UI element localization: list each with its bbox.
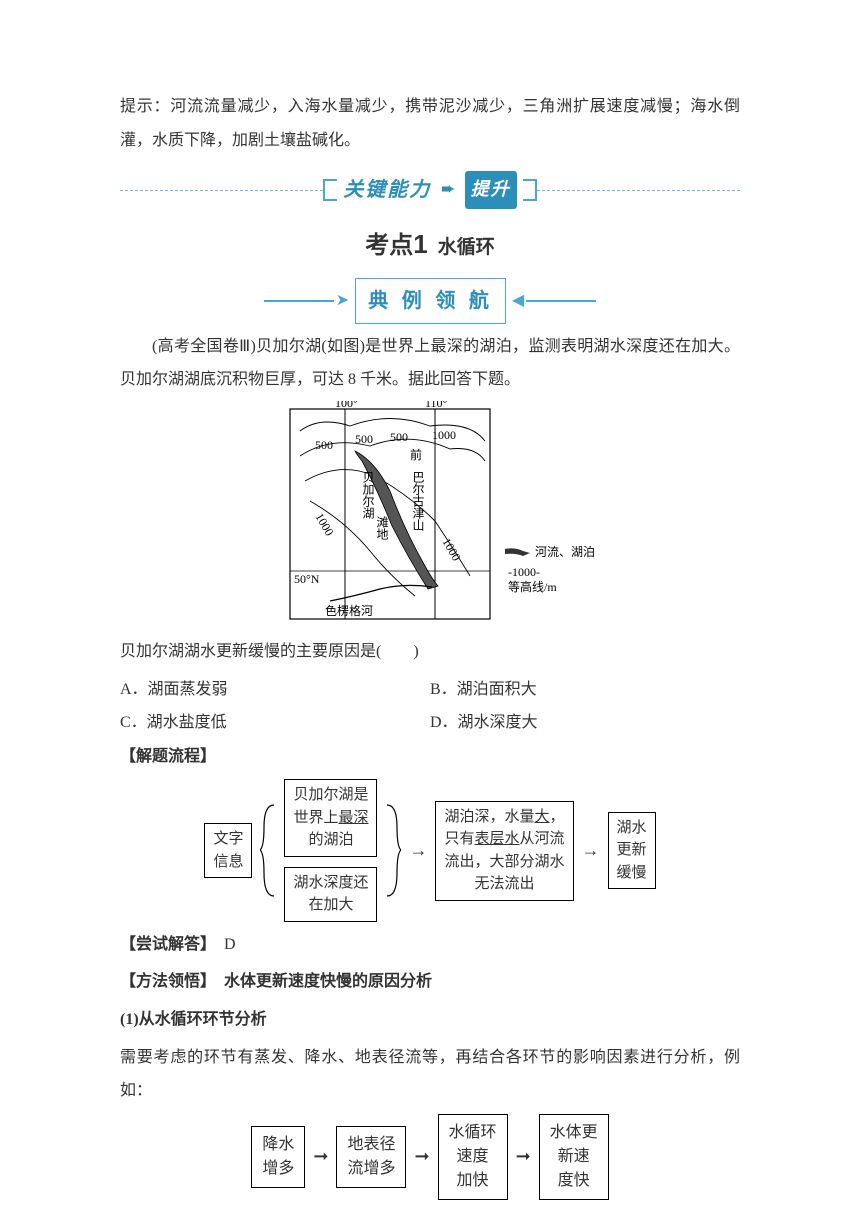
triangle-right-icon: ➤ — [336, 284, 349, 318]
banner-dash-left — [120, 190, 323, 191]
svg-text:等高线/m: 等高线/m — [508, 579, 557, 594]
hint-label: 提示： — [120, 98, 170, 115]
kaodian-prefix: 考点 — [365, 232, 413, 259]
svg-text:500: 500 — [390, 430, 408, 444]
svg-text:1000: 1000 — [312, 510, 336, 538]
kaodian-heading: 考点1 水循环 — [120, 217, 740, 272]
sub-line-right — [526, 300, 596, 302]
question-stem1: (高考全国卷Ⅲ)贝加尔湖(如图)是世界上最深的湖泊，监测表明湖水深度还在加大。贝… — [120, 330, 740, 397]
try-answer-line: 【尝试解答】 D — [120, 928, 740, 962]
bracket-right-icon — [523, 179, 537, 201]
section1-text: 需要考虑的环节有蒸发、降水、地表径流等，再结合各环节的影响因素进行分析，例如： — [120, 1041, 740, 1108]
hint-paragraph: 提示：河流流量减少，入海水量减少，携带泥沙减少，三角洲扩展速度减慢；海水倒灌，水… — [120, 90, 740, 157]
arrow-icon: ➞ — [313, 1138, 328, 1176]
brace-left-icon — [260, 803, 276, 898]
option-d: D．湖水深度大 — [430, 706, 740, 740]
flow1-col-middle1: 贝加尔湖是 世界上最深 的湖泊 湖水深度还在加大 — [284, 779, 377, 922]
banner-dash-right — [537, 190, 740, 191]
flow1-right-box: 湖水 更新 缓慢 — [608, 812, 656, 890]
sub-banner-text: 典 例 领 航 — [368, 290, 493, 312]
triangle-left-icon: ◀ — [512, 284, 524, 318]
example-banner: ➤ 典 例 领 航 ◀ — [120, 278, 740, 324]
try-answer: D — [224, 936, 236, 953]
method-head: 【方法领悟】 — [120, 973, 208, 990]
arrow-right-icon: ➨ — [441, 173, 454, 207]
question-source: (高考全国卷Ⅲ) — [152, 338, 256, 355]
flow2-box3: 水循环 速度 加快 — [438, 1114, 508, 1200]
flow-diagram-2: 降水 增多 ➞ 地表径 流增多 ➞ 水循环 速度 加快 ➞ 水体更 新速 度快 — [120, 1114, 740, 1200]
method-line: 【方法领悟】 水体更新速度快慢的原因分析 — [120, 965, 740, 999]
question-stem2: 贝加尔湖湖水更新缓慢的主要原因是( ) — [120, 635, 740, 669]
svg-text:河流、湖泊: 河流、湖泊 — [535, 544, 595, 559]
flow1-box1: 贝加尔湖是 世界上最深 的湖泊 — [284, 779, 377, 857]
option-a: A．湖面蒸发弱 — [120, 673, 430, 707]
arrow-icon: → — [409, 832, 427, 870]
svg-text:110°: 110° — [425, 401, 448, 410]
svg-text:100°: 100° — [335, 401, 358, 410]
svg-text:50°N: 50°N — [294, 572, 320, 586]
arrow-icon: → — [582, 832, 600, 870]
flow2-box1: 降水 增多 — [251, 1126, 305, 1188]
key-ability-banner: 关键能力 ➨ 提升 — [120, 169, 740, 211]
flow-diagram-1: 文字 信息 贝加尔湖是 世界上最深 的湖泊 湖水深度还在加大 → 湖泊深，水量大… — [120, 779, 740, 922]
option-c: C．湖水盐度低 — [120, 706, 430, 740]
method-title: 水体更新速度快慢的原因分析 — [224, 973, 432, 990]
bracket-left-icon — [323, 179, 337, 201]
svg-text:1000: 1000 — [432, 428, 456, 442]
svg-text:滩地: 滩地 — [375, 516, 389, 540]
options-grid: A．湖面蒸发弱 B．湖泊面积大 C．湖水盐度低 D．湖水深度大 — [120, 673, 740, 740]
try-head: 【尝试解答】 — [120, 936, 208, 953]
banner-center: 关键能力 ➨ 提升 — [337, 169, 522, 211]
section1-head: (1)从水循环环节分析 — [120, 1003, 740, 1037]
banner-pill-text: 提升 — [465, 171, 517, 209]
banner-left-text: 关键能力 — [343, 169, 431, 211]
svg-text:贝加尔湖: 贝加尔湖 — [361, 471, 375, 519]
svg-text:前: 前 — [410, 447, 422, 462]
option-b: B．湖泊面积大 — [430, 673, 740, 707]
svg-text:-1000-: -1000- — [508, 565, 540, 579]
baikal-map-svg: 100° 110° 50°N 色楞格河 1000 500 500 500 100… — [260, 401, 600, 631]
sub-banner-box: 典 例 领 航 — [355, 278, 506, 324]
solve-heading: 【解题流程】 — [120, 740, 740, 774]
svg-text:色楞格河: 色楞格河 — [325, 603, 373, 618]
hint-text: 河流流量减少，入海水量减少，携带泥沙减少，三角洲扩展速度减慢；海水倒灌，水质下降… — [120, 98, 740, 149]
kaodian-title: 水循环 — [438, 237, 495, 258]
solve-head-text: 【解题流程】 — [120, 748, 216, 765]
arrow-icon: ➞ — [516, 1138, 531, 1176]
svg-text:500: 500 — [355, 432, 373, 446]
svg-text:巴尔古津山: 巴尔古津山 — [411, 471, 425, 531]
kaodian-num: 1 — [413, 229, 427, 259]
sub-line-left — [264, 300, 334, 302]
flow2-box2: 地表径 流增多 — [336, 1126, 406, 1188]
flow1-left-box: 文字 信息 — [204, 823, 252, 878]
brace-right-icon — [385, 803, 401, 898]
map-figure: 100° 110° 50°N 色楞格河 1000 500 500 500 100… — [120, 401, 740, 631]
arrow-icon: ➞ — [414, 1138, 429, 1176]
flow2-box4: 水体更 新速 度快 — [539, 1114, 609, 1200]
flow1-mid-box: 湖泊深，水量大， 只有表层水从河流 流出，大部分湖水 无法流出 — [435, 801, 573, 901]
flow1-box2: 湖水深度还在加大 — [284, 867, 377, 922]
svg-text:500: 500 — [315, 438, 333, 452]
